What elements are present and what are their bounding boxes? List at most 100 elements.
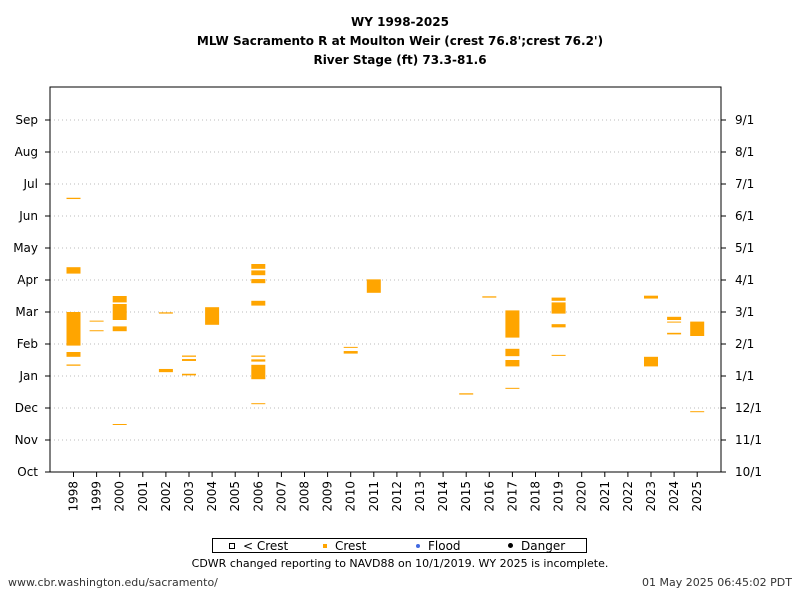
data-mark-crest <box>66 312 81 346</box>
data-mark-crest <box>251 270 266 276</box>
x-tick-label: 1998 <box>67 481 81 512</box>
data-mark-crest <box>343 351 358 354</box>
y-tick-label-right: 7/1 <box>735 177 754 191</box>
y-tick-label-left: Jan <box>19 369 39 383</box>
x-tick-label: 2024 <box>667 481 681 512</box>
x-tick-label: 2023 <box>644 481 658 512</box>
data-mark-crest <box>112 304 127 320</box>
chart-note: CDWR changed reporting to NAVD88 on 10/1… <box>191 557 609 570</box>
data-mark-crest <box>690 411 705 413</box>
data-mark-crest <box>667 332 682 335</box>
chart-title-line3: River Stage (ft) 73.3-81.6 <box>313 53 487 67</box>
y-tick-label-left: Mar <box>15 305 38 319</box>
legend-label-crest: Crest <box>335 538 367 553</box>
data-mark-crest <box>667 316 682 320</box>
x-tick-label: 2020 <box>575 481 589 512</box>
footer-timestamp: 01 May 2025 06:45:02 PDT <box>642 576 792 589</box>
data-mark-crest <box>66 352 81 357</box>
x-tick-label: 2000 <box>113 481 127 512</box>
data-mark-crest <box>89 330 104 332</box>
y-tick-label-right: 9/1 <box>735 113 754 127</box>
legend-item-danger: Danger <box>508 538 566 553</box>
x-tick-label: 2009 <box>321 481 335 512</box>
legend-item-below-crest: < Crest <box>229 538 289 553</box>
x-tick-label: 2007 <box>274 481 288 512</box>
data-mark-crest <box>251 364 266 380</box>
data-mark-crest <box>551 324 566 328</box>
x-tick-label: 2001 <box>136 481 150 512</box>
x-tick-label: 2021 <box>598 481 612 512</box>
data-mark-crest <box>343 346 358 348</box>
y-tick-label-right: 2/1 <box>735 337 754 351</box>
x-tick-label: 2017 <box>505 481 519 512</box>
data-mark-crest <box>644 356 658 367</box>
y-tick-label-left: Feb <box>17 337 38 351</box>
y-tick-label-left: Jun <box>18 209 38 223</box>
y-tick-label-left: Apr <box>17 273 38 287</box>
data-mark-crest <box>205 307 220 325</box>
y-tick-label-right: 1/1 <box>735 369 754 383</box>
legend-marker-crest <box>323 543 327 548</box>
legend-item-flood: Flood <box>416 538 461 553</box>
legend-item-crest: Crest <box>323 538 367 553</box>
x-tick-label: 2005 <box>228 481 242 512</box>
x-tick-label: 2019 <box>552 481 566 512</box>
x-tick-label: 2010 <box>344 481 358 512</box>
y-tick-label-right: 5/1 <box>735 241 754 255</box>
data-mark-crest <box>89 320 104 322</box>
x-tick-label: 2014 <box>436 481 450 512</box>
y-tick-label-right: 12/1 <box>735 401 762 415</box>
y-tick-label-right: 10/1 <box>735 465 762 479</box>
x-tick-label: 2006 <box>251 481 265 512</box>
y-tick-label-right: 6/1 <box>735 209 754 223</box>
x-tick-label: 2002 <box>159 481 173 512</box>
legend-marker-flood <box>416 543 420 548</box>
y-tick-label-left: Oct <box>17 465 38 479</box>
footer-url: www.cbr.washington.edu/sacramento/ <box>8 576 218 589</box>
x-tick-label: 2004 <box>205 481 219 512</box>
data-mark-crest <box>251 403 266 405</box>
legend-label-flood: Flood <box>428 538 461 553</box>
x-tick-label: 2013 <box>413 481 427 512</box>
y-tick-label-left: May <box>13 241 38 255</box>
data-mark-crest <box>182 359 196 361</box>
data-mark-crest <box>551 297 566 301</box>
data-mark-crest <box>158 368 173 373</box>
legend-label-below-crest: < Crest <box>243 538 289 553</box>
data-mark-crest <box>505 348 520 357</box>
data-mark-crest <box>66 364 81 366</box>
x-tick-label: 2003 <box>182 481 196 512</box>
x-tick-label: 1999 <box>90 481 104 512</box>
chart-legend: < Crest Crest Flood Danger <box>212 538 587 553</box>
data-mark-crest <box>251 355 266 357</box>
legend-marker-danger <box>508 543 513 548</box>
y-tick-label-right: 3/1 <box>735 305 754 319</box>
data-mark-crest <box>66 267 81 274</box>
data-mark-crest <box>505 310 520 338</box>
x-tick-label: 2015 <box>459 481 473 512</box>
data-mark-crest <box>112 296 127 303</box>
x-tick-label: 2008 <box>298 481 312 512</box>
x-tick-label: 2016 <box>482 481 496 512</box>
data-mark-crest <box>551 354 566 356</box>
legend-label-danger: Danger <box>521 538 566 553</box>
data-mark-crest <box>551 302 566 314</box>
data-mark-crest <box>459 393 474 395</box>
y-tick-label-right: 8/1 <box>735 145 754 159</box>
data-mark-crest <box>505 360 520 367</box>
x-tick-label: 2011 <box>367 481 381 512</box>
x-tick-label: 2012 <box>390 481 404 512</box>
y-tick-label-left: Jul <box>23 177 38 191</box>
data-mark-crest <box>112 424 127 425</box>
data-mark-crest <box>667 321 682 323</box>
x-tick-label: 2025 <box>690 481 704 512</box>
x-tick-label: 2022 <box>621 481 635 512</box>
data-mark-crest <box>644 295 658 299</box>
data-mark-crest <box>112 326 127 332</box>
data-mark-crest <box>251 359 266 362</box>
chart-title-line2: MLW Sacramento R at Moulton Weir (crest … <box>196 34 604 48</box>
data-mark-crest <box>251 300 266 306</box>
data-mark-crest <box>482 296 497 298</box>
x-tick-label: 2018 <box>529 481 543 512</box>
